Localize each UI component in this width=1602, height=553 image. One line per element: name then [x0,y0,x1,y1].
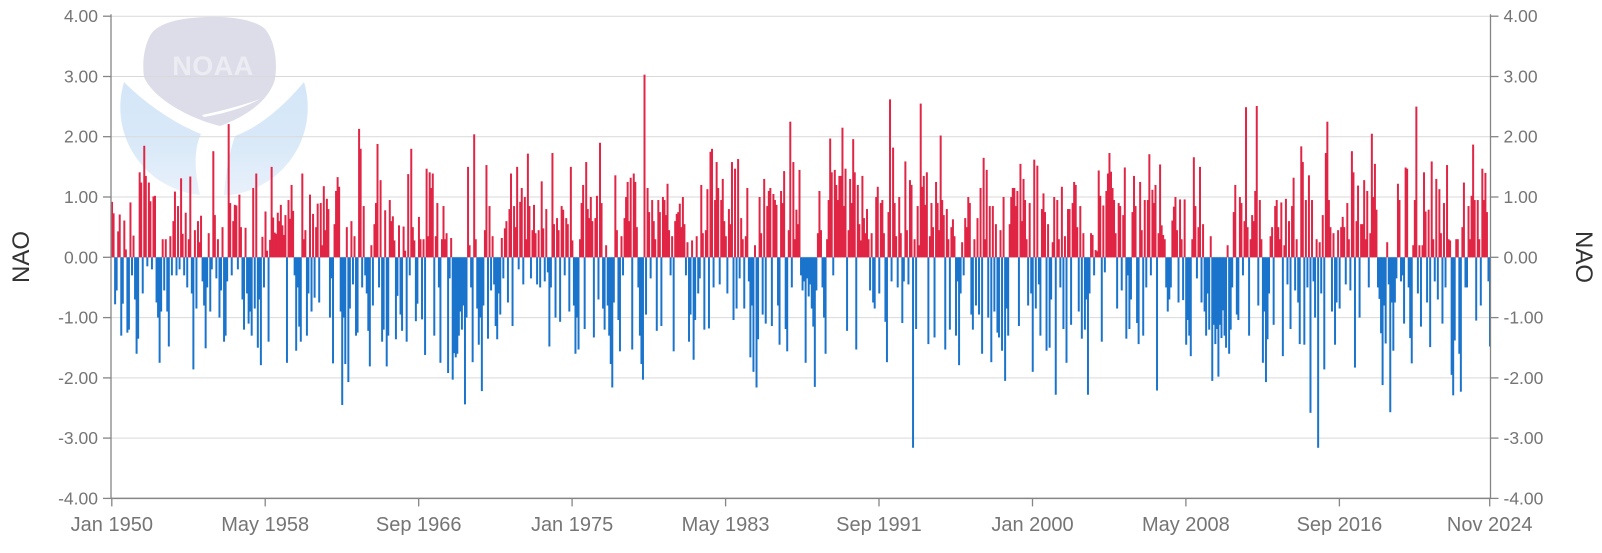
svg-text:-4.00: -4.00 [1504,488,1544,508]
svg-text:-4.00: -4.00 [58,488,98,508]
svg-text:3.00: 3.00 [1504,67,1538,87]
svg-text:0.00: 0.00 [1504,247,1538,267]
svg-text:Jan 1950: Jan 1950 [71,514,153,536]
svg-text:Jan 2000: Jan 2000 [991,514,1073,536]
svg-text:Sep 1991: Sep 1991 [836,514,922,536]
svg-text:4.00: 4.00 [64,6,98,26]
svg-text:-3.00: -3.00 [1504,428,1544,448]
svg-text:-2.00: -2.00 [58,368,98,388]
svg-text:1.00: 1.00 [64,187,98,207]
svg-text:NAO: NAO [1570,231,1597,283]
svg-text:-2.00: -2.00 [1504,368,1544,388]
svg-text:Sep 1966: Sep 1966 [376,514,462,536]
svg-text:NAO: NAO [8,231,35,283]
svg-text:3.00: 3.00 [64,67,98,87]
svg-text:-1.00: -1.00 [58,308,98,328]
svg-text:-1.00: -1.00 [1504,308,1544,328]
svg-text:Nov 2024: Nov 2024 [1447,514,1533,536]
svg-text:Jan 1975: Jan 1975 [531,514,613,536]
svg-text:May 1958: May 1958 [221,514,309,536]
svg-text:Sep 2016: Sep 2016 [1297,514,1383,536]
svg-text:4.00: 4.00 [1504,6,1538,26]
svg-text:-3.00: -3.00 [58,428,98,448]
svg-text:2.00: 2.00 [64,127,98,147]
svg-text:2.00: 2.00 [1504,127,1538,147]
svg-text:1.00: 1.00 [1504,187,1538,207]
svg-text:May 2008: May 2008 [1142,514,1230,536]
svg-text:0.00: 0.00 [64,247,98,267]
svg-text:May 1983: May 1983 [682,514,770,536]
